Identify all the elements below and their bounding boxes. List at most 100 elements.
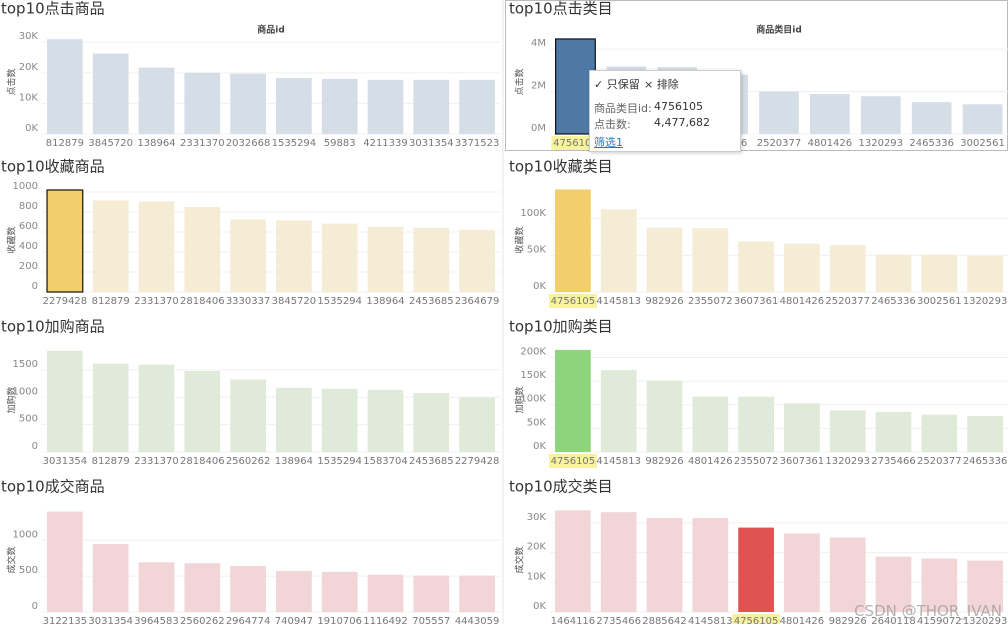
y-axis-label: 点击数: [514, 68, 526, 95]
x-tick-label: 1320293: [825, 456, 870, 467]
bar: [413, 575, 450, 612]
bar: [276, 78, 312, 134]
x-tick-label: 2640118: [871, 616, 916, 624]
y-tick-label: 600: [19, 221, 38, 232]
x-tick-label: 2279428: [43, 296, 88, 307]
bar: [138, 562, 175, 612]
x-tick-label: 2885642: [642, 616, 687, 624]
x-tick-label: 4145813: [596, 456, 641, 467]
x-tick-label: 1320293: [963, 616, 1008, 624]
exclude-button[interactable]: × 排除: [644, 78, 679, 91]
x-tick-label: 1535294: [317, 456, 362, 467]
bar: [459, 397, 495, 452]
bar: [276, 387, 312, 452]
bar: [413, 227, 450, 292]
x-tick-label: 740947: [275, 616, 313, 624]
y-tick-label: 500: [19, 414, 38, 425]
bar: [875, 411, 912, 452]
bar: [784, 533, 820, 612]
x-tick-label: 2520377: [757, 138, 802, 149]
y-tick-label: 1500: [13, 359, 38, 370]
bar: [92, 200, 129, 292]
x-tick-label: 982926: [645, 296, 683, 307]
x-tick-label: 3031354: [88, 616, 133, 624]
x-tick-label: 3002561: [960, 138, 1005, 149]
x-tick-label: 3607361: [734, 296, 779, 307]
bar: [92, 363, 129, 452]
bar: [138, 201, 175, 292]
bar: [276, 570, 312, 612]
x-tick-label: 2279428: [455, 456, 500, 467]
metric-value: 4,477,682: [654, 116, 710, 129]
y-tick-label: 0: [32, 441, 38, 452]
x-tick-label: 4211339: [363, 138, 408, 149]
keep-button[interactable]: ✓ 只保留: [594, 78, 640, 91]
x-tick-label: 2364679: [455, 296, 500, 307]
bar: [321, 78, 358, 134]
tooltip: ✓ 只保留 × 排除 商品类目id: 4756105 点击数: 4,477,68…: [589, 70, 741, 152]
x-tick-label: 3031354: [43, 456, 88, 467]
y-axis-label: 加购数: [6, 386, 18, 413]
chart-title: top10成交商品: [1, 478, 105, 496]
x-tick-label: 1116492: [363, 616, 408, 624]
bar: [692, 228, 729, 292]
x-tick-label: 4756105: [734, 616, 779, 624]
bar: [810, 94, 850, 134]
x-tick-label: 4756105: [551, 456, 596, 467]
bar: [784, 243, 820, 292]
x-tick-label: 2331370: [134, 456, 179, 467]
x-tick-label: 982926: [829, 616, 867, 624]
chart-title: top10点击类目: [509, 0, 613, 18]
bar: [230, 219, 266, 292]
y-tick-label: 150K: [520, 370, 546, 381]
chart-title: top10收藏商品: [1, 158, 105, 176]
x-axis-label: 商品类目id: [756, 24, 802, 36]
x-tick-label: 138964: [366, 296, 404, 307]
x-tick-label: 2560262: [180, 616, 225, 624]
x-tick-label: 3607361: [780, 456, 825, 467]
y-axis-label: 成交数: [6, 546, 18, 573]
x-tick-label: 2735466: [596, 616, 641, 624]
bar: [967, 560, 1003, 612]
x-tick-label: 2453685: [409, 296, 454, 307]
chart-title: top10加购商品: [1, 318, 105, 336]
x-tick-label: 1535294: [317, 296, 362, 307]
x-tick-label: 2465336: [963, 456, 1008, 467]
y-tick-label: 20K: [19, 62, 39, 73]
x-tick-label: 3122135: [43, 616, 88, 624]
y-tick-label: 1000: [13, 386, 38, 397]
x-tick-label: 59883: [324, 138, 356, 149]
y-tick-label: 500: [19, 565, 38, 576]
bar: [860, 96, 901, 134]
y-tick-label: 1000: [13, 181, 38, 192]
bar: [367, 389, 404, 452]
chart-title: top10收藏类目: [509, 158, 613, 176]
x-tick-label: 4159072: [917, 616, 962, 624]
x-tick-label: 4801426: [688, 456, 733, 467]
x-tick-label: 812879: [92, 296, 130, 307]
chart-title: top10成交类目: [509, 478, 613, 496]
filter-link[interactable]: 筛选1: [594, 136, 623, 149]
bar: [184, 207, 221, 292]
watermark: CSDN @THOR_IVAN: [854, 602, 1002, 620]
x-tick-label: 2355072: [734, 456, 779, 467]
y-axis-label: 成交数: [514, 546, 526, 573]
x-tick-label: 2465336: [871, 296, 916, 307]
x-tick-label: 3002561: [917, 296, 962, 307]
y-tick-label: 2M: [531, 81, 546, 92]
bar: [967, 256, 1003, 292]
y-tick-label: 0K: [533, 601, 546, 612]
chart-title: top10点击商品: [1, 0, 105, 18]
bar: [646, 380, 683, 452]
x-tick-label: 4443059: [455, 616, 500, 624]
label-highlight: [548, 454, 597, 468]
y-tick-label: 0: [32, 281, 38, 292]
bar: [138, 364, 175, 452]
x-tick-label: 2355072: [688, 296, 733, 307]
y-tick-label: 50K: [527, 244, 547, 255]
x-tick-label: 3964583: [134, 616, 179, 624]
x-tick-label: 3330337: [226, 296, 271, 307]
x-tick-label: 982926: [645, 456, 683, 467]
